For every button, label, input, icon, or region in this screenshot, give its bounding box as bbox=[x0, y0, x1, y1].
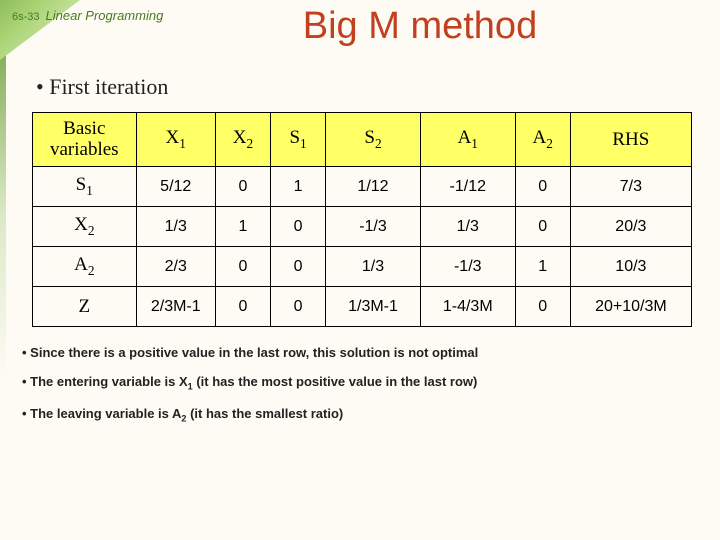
iteration-bullet: First iteration bbox=[36, 74, 720, 100]
slide-number: 6s-33 bbox=[12, 11, 40, 23]
cell: -1/3 bbox=[326, 207, 421, 247]
chapter-label: Linear Programming bbox=[46, 8, 164, 23]
col-s1: S1 bbox=[271, 113, 326, 167]
table-header-row: Basic variables X1 X2 S1 S2 A1 A2 RHS bbox=[33, 113, 692, 167]
cell: -1/3 bbox=[420, 247, 515, 287]
table-row: X2 1/3 1 0 -1/3 1/3 0 20/3 bbox=[33, 207, 692, 247]
note-line: Since there is a positive value in the l… bbox=[22, 345, 720, 360]
cell: 1/3M-1 bbox=[326, 287, 421, 327]
iteration-label: First iteration bbox=[36, 74, 168, 99]
cell: 0 bbox=[515, 287, 570, 327]
cell: 0 bbox=[215, 247, 270, 287]
simplex-table: Basic variables X1 X2 S1 S2 A1 A2 RHS S1… bbox=[32, 112, 692, 327]
cell: 2/3 bbox=[136, 247, 215, 287]
table-row: S1 5/12 0 1 1/12 -1/12 0 7/3 bbox=[33, 167, 692, 207]
col-rhs: RHS bbox=[570, 113, 691, 167]
col-a1: A1 bbox=[420, 113, 515, 167]
cell: 0 bbox=[215, 287, 270, 327]
cell: 2/3M-1 bbox=[136, 287, 215, 327]
cell: 10/3 bbox=[570, 247, 691, 287]
cell: 5/12 bbox=[136, 167, 215, 207]
table-row: A2 2/3 0 0 1/3 -1/3 1 10/3 bbox=[33, 247, 692, 287]
cell: 0 bbox=[271, 287, 326, 327]
cell: 1/12 bbox=[326, 167, 421, 207]
note-line: The entering variable is X1 (it has the … bbox=[22, 374, 720, 392]
cell: 0 bbox=[271, 207, 326, 247]
cell: 1/3 bbox=[326, 247, 421, 287]
cell: 1-4/3M bbox=[420, 287, 515, 327]
note-line: The leaving variable is A2 (it has the s… bbox=[22, 406, 720, 424]
row-label-x2: X2 bbox=[33, 207, 137, 247]
cell: 20+10/3M bbox=[570, 287, 691, 327]
left-accent-bar bbox=[0, 0, 6, 540]
col-a2: A2 bbox=[515, 113, 570, 167]
header: 6s-33 Linear Programming bbox=[0, 0, 720, 23]
cell: 1/3 bbox=[136, 207, 215, 247]
cell: 0 bbox=[271, 247, 326, 287]
notes-section: Since there is a positive value in the l… bbox=[22, 345, 720, 423]
col-s2: S2 bbox=[326, 113, 421, 167]
cell: -1/12 bbox=[420, 167, 515, 207]
cell: 1/3 bbox=[420, 207, 515, 247]
cell: 0 bbox=[515, 167, 570, 207]
cell: 7/3 bbox=[570, 167, 691, 207]
cell: 1 bbox=[271, 167, 326, 207]
cell: 0 bbox=[515, 207, 570, 247]
cell: 20/3 bbox=[570, 207, 691, 247]
col-x1: X1 bbox=[136, 113, 215, 167]
col-basic: Basic variables bbox=[33, 113, 137, 167]
table-row: Z 2/3M-1 0 0 1/3M-1 1-4/3M 0 20+10/3M bbox=[33, 287, 692, 327]
cell: 0 bbox=[215, 167, 270, 207]
cell: 1 bbox=[215, 207, 270, 247]
col-x2: X2 bbox=[215, 113, 270, 167]
row-label-a2: A2 bbox=[33, 247, 137, 287]
cell: 1 bbox=[515, 247, 570, 287]
row-label-z: Z bbox=[33, 287, 137, 327]
row-label-s1: S1 bbox=[33, 167, 137, 207]
